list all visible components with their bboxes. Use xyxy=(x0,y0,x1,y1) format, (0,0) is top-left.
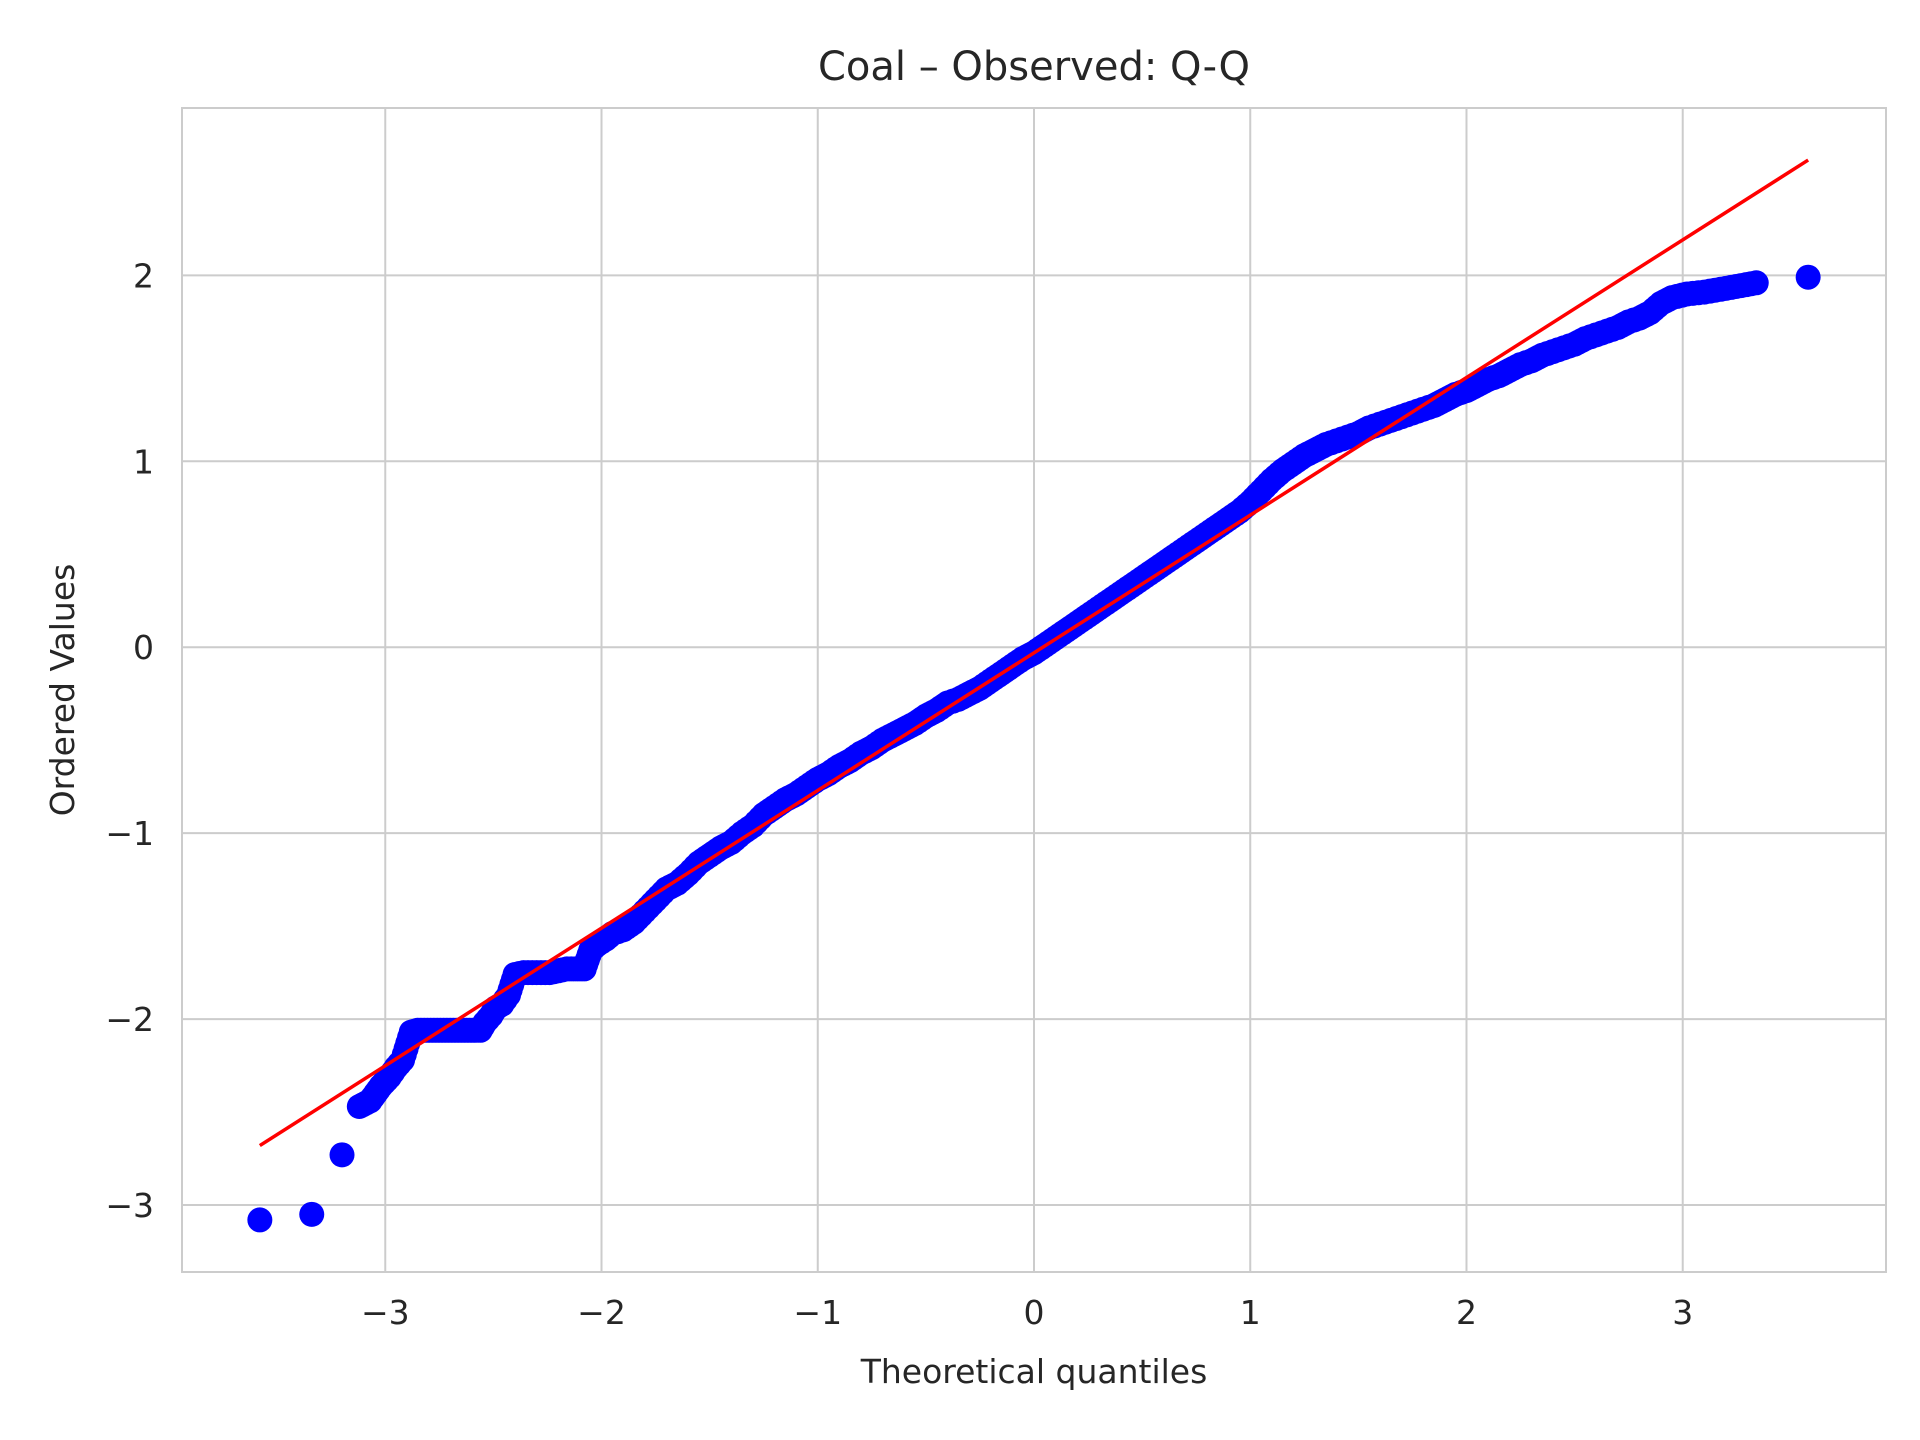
x-tick-label: −1 xyxy=(793,1293,842,1332)
x-tick-labels: −3 −2 −1 0 1 2 3 xyxy=(361,1293,1693,1332)
x-tick-label: −2 xyxy=(577,1293,626,1332)
x-tick-label: 2 xyxy=(1456,1293,1477,1332)
data-point xyxy=(247,1207,273,1233)
y-tick-labels: −3 −2 −1 0 1 2 xyxy=(105,256,154,1225)
data-points xyxy=(247,264,1821,1233)
x-axis-label: Theoretical quantiles xyxy=(860,1352,1208,1391)
data-point xyxy=(299,1201,325,1227)
data-point xyxy=(1795,264,1821,290)
plot-frame xyxy=(181,107,1887,1273)
y-axis-label: Ordered Values xyxy=(43,564,82,817)
y-tick-label: 0 xyxy=(133,628,154,667)
data-point xyxy=(1743,270,1769,296)
y-tick-label: 2 xyxy=(133,256,154,295)
chart-title: Coal – Observed: Q-Q xyxy=(818,44,1250,90)
x-tick-label: −3 xyxy=(361,1293,410,1332)
y-tick-label: 1 xyxy=(133,442,154,481)
data-point xyxy=(329,1142,355,1168)
x-tick-label: 1 xyxy=(1240,1293,1261,1332)
x-tick-label: 3 xyxy=(1672,1293,1693,1332)
y-tick-label: −1 xyxy=(105,814,154,853)
y-tick-label: −3 xyxy=(105,1186,154,1225)
reference-line xyxy=(258,158,1810,1148)
y-tick-label: −2 xyxy=(105,1000,154,1039)
x-tick-label: 0 xyxy=(1024,1293,1045,1332)
